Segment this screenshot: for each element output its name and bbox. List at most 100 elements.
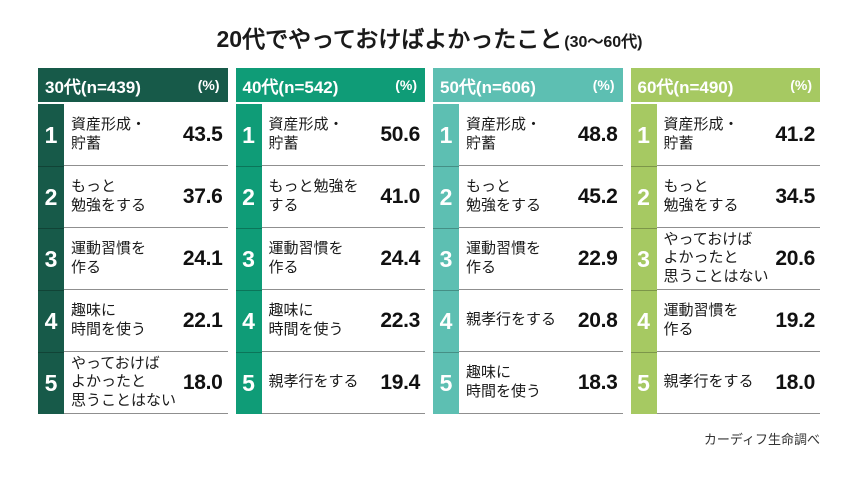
rank-badge: 5 — [235, 352, 262, 414]
item-label: やっておけば よかったと 思うことはない — [71, 355, 177, 409]
age-group-label: 30代(n=439) — [45, 77, 141, 97]
row-content: 趣味に 時間を使う 18.3 — [459, 352, 623, 414]
row-content: 親孝行をする 19.4 — [261, 352, 425, 414]
table-row: 1 資産形成・ 貯蓄 48.8 — [433, 104, 623, 166]
ranking-column-3: 50代(n=606) (%) 1 資産形成・ 貯蓄 48.8 2 もっと 勉強をする 45.2… — [433, 68, 623, 414]
table-row: 1 資産形成・ 貯蓄 50.6 — [235, 104, 425, 166]
page-title: 20代でやっておけばよかったこと (30〜60代) — [0, 20, 859, 54]
table-row: 5 親孝行をする 19.4 — [235, 352, 425, 414]
rank-badge: 1 — [38, 104, 64, 166]
item-value: 41.0 — [380, 184, 420, 208]
item-label: もっと 勉強をする — [663, 178, 739, 214]
rank-badge: 2 — [433, 166, 459, 228]
table-row: 5 趣味に 時間を使う 18.3 — [433, 352, 623, 414]
title-main-text: 20代でやっておけばよかったこと — [216, 26, 563, 52]
rank-badge: 1 — [630, 104, 657, 166]
table-row: 3 運動習慣を 作る 22.9 — [433, 228, 623, 290]
item-value: 22.1 — [182, 308, 223, 332]
rank-badge: 5 — [630, 352, 657, 414]
row-content: 趣味に 時間を使う 22.3 — [261, 290, 425, 352]
item-label: もっと 勉強をする — [71, 178, 147, 214]
item-label: 親孝行をする — [466, 311, 557, 329]
item-label: もっと 勉強をする — [466, 178, 542, 214]
item-value: 24.1 — [182, 246, 223, 270]
rank-badge: 4 — [38, 290, 64, 352]
row-content: もっと 勉強をする 45.2 — [459, 166, 623, 228]
row-content: もっと 勉強をする 37.6 — [64, 166, 228, 228]
row-content: 運動習慣を 作る 19.2 — [656, 290, 820, 352]
rank-badge: 3 — [433, 228, 459, 290]
table-row: 1 資産形成・ 貯蓄 41.2 — [630, 104, 820, 166]
item-value: 22.3 — [380, 308, 420, 332]
row-content: 親孝行をする 20.8 — [459, 290, 623, 352]
column-header: 40代(n=542) (%) — [235, 68, 425, 102]
table-row: 3 運動習慣を 作る 24.4 — [235, 228, 425, 290]
item-label: 運動習慣を 作る — [71, 240, 147, 276]
row-content: 運動習慣を 作る 24.4 — [261, 228, 425, 290]
item-value: 20.8 — [577, 308, 618, 332]
title-suffix-text: (30〜60代) — [564, 34, 643, 51]
table-row: 4 趣味に 時間を使う 22.1 — [38, 290, 228, 352]
item-label: 資産形成・ 貯蓄 — [663, 116, 739, 152]
rank-badge: 2 — [630, 166, 657, 228]
item-value: 18.0 — [182, 370, 223, 394]
rank-badge: 2 — [38, 166, 64, 228]
age-group-label: 40代(n=542) — [242, 77, 339, 97]
table-row: 4 親孝行をする 20.8 — [433, 290, 623, 352]
item-value: 22.9 — [577, 246, 618, 270]
row-content: 資産形成・ 貯蓄 48.8 — [459, 104, 623, 166]
item-value: 34.5 — [775, 184, 815, 208]
age-group-label: 50代(n=606) — [440, 77, 536, 97]
table-row: 1 資産形成・ 貯蓄 43.5 — [38, 104, 228, 166]
item-label: もっと勉強を する — [268, 178, 359, 214]
item-label: 運動習慣を 作る — [466, 240, 542, 276]
rank-badge: 1 — [433, 104, 459, 166]
row-content: やっておけば よかったと 思うことはない 18.0 — [64, 352, 228, 414]
row-content: もっと勉強を する 41.0 — [261, 166, 425, 228]
table-row: 3 運動習慣を 作る 24.1 — [38, 228, 228, 290]
item-value: 41.2 — [775, 122, 815, 146]
row-content: 運動習慣を 作る 24.1 — [64, 228, 228, 290]
item-value: 45.2 — [577, 184, 618, 208]
table-row: 4 運動習慣を 作る 19.2 — [630, 290, 820, 352]
row-content: もっと 勉強をする 34.5 — [656, 166, 820, 228]
row-content: 趣味に 時間を使う 22.1 — [64, 290, 228, 352]
ranking-column-1: 30代(n=439) (%) 1 資産形成・ 貯蓄 43.5 2 もっと 勉強をする 37.6… — [38, 68, 228, 414]
rank-badge: 3 — [630, 228, 657, 290]
rank-badge: 2 — [235, 166, 262, 228]
source-credit: カーディフ生命調べ — [703, 432, 820, 447]
item-value: 24.4 — [380, 246, 420, 270]
rank-badge: 1 — [235, 104, 262, 166]
item-label: 親孝行をする — [663, 373, 754, 391]
table-row: 5 親孝行をする 18.0 — [630, 352, 820, 414]
item-value: 50.6 — [380, 122, 420, 146]
item-value: 19.4 — [380, 370, 420, 394]
row-content: 運動習慣を 作る 22.9 — [459, 228, 623, 290]
table-row: 3 やっておけば よかったと 思うことはない 20.6 — [630, 228, 820, 290]
rank-badge: 4 — [433, 290, 459, 352]
item-label: 趣味に 時間を使う — [268, 302, 344, 338]
column-header: 30代(n=439) (%) — [38, 68, 228, 102]
row-content: 親孝行をする 18.0 — [656, 352, 820, 414]
item-label: 趣味に 時間を使う — [466, 364, 542, 400]
item-label: 運動習慣を 作る — [268, 240, 344, 276]
rank-badge: 3 — [38, 228, 64, 290]
item-label: 親孝行をする — [268, 373, 359, 391]
table-row: 4 趣味に 時間を使う 22.3 — [235, 290, 425, 352]
row-content: 資産形成・ 貯蓄 41.2 — [656, 104, 820, 166]
rank-badge: 3 — [235, 228, 262, 290]
item-value: 20.6 — [775, 246, 815, 270]
ranking-column-2: 40代(n=542) (%) 1 資産形成・ 貯蓄 50.6 2 もっと勉強を する 41.0… — [235, 68, 425, 414]
percent-unit-label: (%) — [790, 77, 812, 93]
ranking-columns: 30代(n=439) (%) 1 資産形成・ 貯蓄 43.5 2 もっと 勉強をする 37.6… — [38, 68, 820, 414]
table-row: 2 もっと 勉強をする 34.5 — [630, 166, 820, 228]
item-label: 資産形成・ 貯蓄 — [71, 116, 147, 152]
row-content: 資産形成・ 貯蓄 43.5 — [64, 104, 228, 166]
item-value: 19.2 — [775, 308, 815, 332]
table-row: 2 もっと勉強を する 41.0 — [235, 166, 425, 228]
item-label: 資産形成・ 貯蓄 — [268, 116, 344, 152]
percent-unit-label: (%) — [592, 77, 615, 93]
row-content: やっておけば よかったと 思うことはない 20.6 — [656, 228, 820, 290]
table-row: 2 もっと 勉強をする 37.6 — [38, 166, 228, 228]
percent-unit-label: (%) — [395, 77, 417, 93]
